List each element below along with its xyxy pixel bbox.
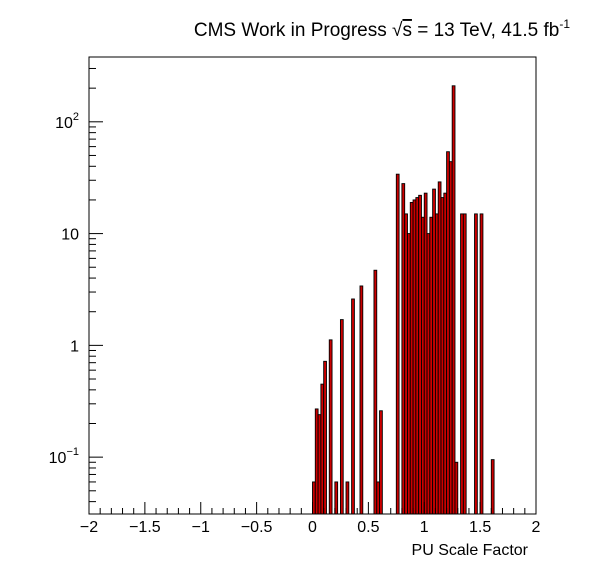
y-tick-label-1: 1 <box>70 338 79 355</box>
histogram-bin-38 <box>479 213 484 515</box>
x-tick-label-1: −1.5 <box>129 519 161 536</box>
histogram-bin-9 <box>351 298 355 515</box>
y-axis-ticks: 10−1 1 10 102 <box>49 67 103 503</box>
x-tick-label-4: 0 <box>308 519 317 536</box>
y-tick-label-0: 10−1 <box>49 446 79 467</box>
x-tick-label-2: −1 <box>192 519 210 536</box>
y-tick-label-3: 102 <box>55 111 79 132</box>
x-tick-label-8: 2 <box>532 519 541 536</box>
x-tick-label-6: 1 <box>420 519 429 536</box>
histogram-bars <box>312 85 495 515</box>
histogram-bin-37 <box>474 213 478 515</box>
x-tick-label-3: −0.5 <box>241 519 273 536</box>
chart-title: CMS Work in Progress √s = 13 TeV, 41.5 f… <box>194 17 570 41</box>
histogram-bin-7 <box>339 319 344 515</box>
x-tick-label-5: 0.5 <box>357 519 379 536</box>
histogram-bin-33 <box>451 85 456 515</box>
x-axis-ticks: −2 −1.5 −1 −0.5 0 0.5 1 1.5 2 <box>80 502 541 536</box>
histogram-bin-4 <box>323 360 327 515</box>
histogram-bin-10 <box>359 285 364 515</box>
plot-frame <box>88 56 537 515</box>
histogram-bin-14 <box>395 173 400 515</box>
histogram-bin-13 <box>379 410 383 515</box>
sqrt-s-variable: s <box>402 20 412 41</box>
lumi-superscript: -1 <box>559 17 570 31</box>
histogram-bin-5 <box>328 339 333 515</box>
histogram-bin-34 <box>454 461 459 515</box>
y-tick-label-2: 10 <box>61 227 79 244</box>
histogram-bin-39 <box>490 459 495 515</box>
x-tick-label-0: −2 <box>80 519 98 536</box>
histogram-bin-36 <box>462 213 467 515</box>
x-tick-label-7: 1.5 <box>469 519 491 536</box>
x-axis-label: PU Scale Factor <box>412 542 529 559</box>
histogram-bin-11 <box>373 269 378 515</box>
